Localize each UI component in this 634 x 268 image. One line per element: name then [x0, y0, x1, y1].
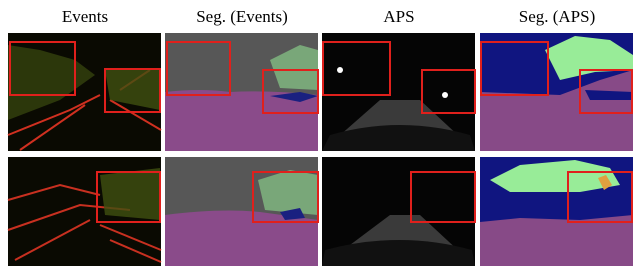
figure: Events Seg. (Events) APS Seg. (APS)	[0, 0, 634, 268]
row-2	[8, 157, 633, 266]
column-header: Seg. (APS)	[519, 7, 596, 26]
column-header: Seg. (Events)	[196, 7, 288, 26]
aps-light	[442, 92, 448, 98]
page: Events Seg. (Events) APS Seg. (APS)	[0, 0, 634, 268]
column-header: Events	[62, 7, 108, 26]
column-header: APS	[383, 7, 414, 26]
aps-light	[337, 67, 343, 73]
event-texture	[100, 168, 160, 220]
row-1	[8, 33, 633, 151]
